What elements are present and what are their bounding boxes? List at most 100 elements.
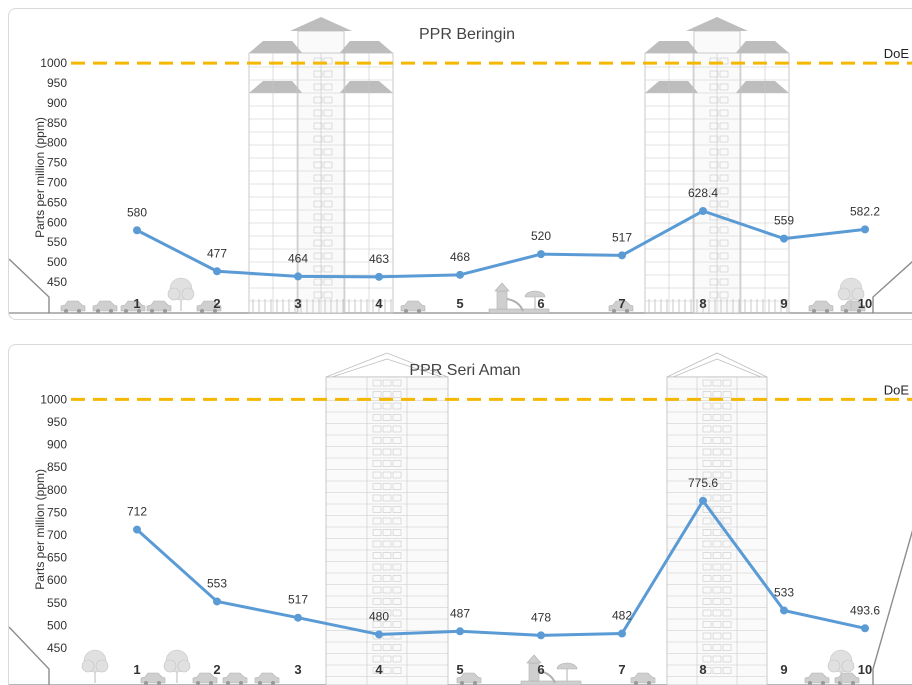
y-tick-label: 850 [47,460,67,474]
car-icon [840,300,866,313]
data-label: 463 [369,252,389,266]
data-label: 582.2 [850,204,880,218]
x-tick-label: 3 [294,296,301,311]
x-tick-label: 1 [133,296,140,311]
data-label: 517 [612,230,632,244]
playground-icon [520,654,582,685]
data-point [861,624,869,633]
x-tick-label: 3 [294,662,301,677]
car-icon [120,300,146,313]
data-point [294,613,302,622]
slope-left [9,258,50,313]
slope-right [872,260,912,313]
x-tick-label: 2 [213,296,220,311]
chart-title: PPR Seri Aman [409,362,520,379]
series-line [133,496,869,640]
data-label: 482 [612,609,632,623]
data-label: 559 [774,214,794,228]
data-label: 520 [531,229,551,243]
y-tick-label: 600 [47,215,67,229]
data-label: 464 [288,251,308,265]
y-tick-label: 800 [47,136,67,150]
data-point [861,225,869,234]
tree-icon [167,277,195,311]
car-icon [608,300,634,313]
x-tick-label: 5 [456,662,463,677]
x-tick-label: 8 [699,662,706,677]
car-icon [92,300,118,313]
data-point [537,250,545,259]
chart-panel-beringin: 450 500 550 600 650 700 750 800 850 900 950 1000 58… [8,8,912,320]
data-label: 628.4 [688,186,718,200]
y-tick-label: 500 [47,255,67,269]
y-tick-label: 1000 [40,56,67,70]
playground-icon [488,282,550,314]
car-icon [804,672,830,685]
data-point [213,597,221,606]
y-axis-label: Parts per million (ppm) [33,117,47,238]
x-tick-label: 10 [858,296,872,311]
y-tick-label: 1000 [40,392,67,406]
car-icon [222,672,248,685]
y-tick-label: 450 [47,641,67,655]
y-tick-label: 900 [47,96,67,110]
car-icon [60,300,86,313]
x-tick-label: 4 [375,662,383,677]
data-label: 468 [450,250,470,264]
building-illustration [644,17,790,314]
x-tick-label: 10 [858,662,872,677]
data-point [133,525,141,534]
data-label: 712 [127,505,147,519]
data-point [456,627,464,636]
x-tick-label: 5 [456,296,463,311]
y-tick-label: 850 [47,116,67,130]
series-polyline [135,499,866,637]
x-tick-label: 6 [537,296,544,311]
y-tick-label: 650 [47,195,67,209]
data-label: 487 [450,606,470,620]
y-tick-label: 750 [47,505,67,519]
series-polyline [136,209,866,279]
tree-icon [837,277,865,311]
data-point [375,630,383,639]
data-label: 493.6 [850,603,880,617]
y-axis: 450 500 550 600 650 700 750 800 850 900 950 1000 [40,392,67,655]
y-tick-label: 900 [47,438,67,452]
x-tick-label: 7 [618,296,625,311]
background-illustration [9,17,912,314]
data-label: 477 [207,246,227,260]
x-axis: 1 2 3 4 5 6 7 8 9 10 [133,662,872,677]
y-axis: 450 500 550 600 650 700 750 800 850 900 950 1000 [40,56,67,289]
y-tick-label: 700 [47,528,67,542]
y-tick-label: 800 [47,483,67,497]
car-icon [146,300,172,313]
data-point [618,251,626,260]
car-icon [630,672,656,685]
data-point [456,270,464,279]
x-tick-label: 9 [780,662,787,677]
slope-right [872,529,912,685]
y-tick-label: 500 [47,618,67,632]
data-point [537,631,545,640]
y-tick-label: 650 [47,551,67,565]
data-point [133,226,141,235]
car-icon [254,672,280,685]
data-point [294,272,302,281]
x-tick-label: 8 [699,296,706,311]
x-tick-label: 1 [133,662,140,677]
data-label: 478 [531,610,551,624]
x-tick-label: 4 [375,296,383,311]
data-label: 580 [127,205,147,219]
y-tick-label: 950 [47,76,67,90]
y-axis-label: Parts per million (ppm) [33,469,47,590]
x-tick-label: 2 [213,662,220,677]
data-labels: 580 477 464 463 468 520 517 628.4 559 582.2 [127,186,880,266]
data-point [699,496,707,505]
x-tick-label: 6 [537,662,544,677]
y-tick-label: 750 [47,156,67,170]
y-tick-label: 550 [47,596,67,610]
car-icon [808,300,834,313]
chart-panel-seri-aman: 450 500 550 600 650 700 750 800 850 900 950 1000 71… [8,344,912,685]
